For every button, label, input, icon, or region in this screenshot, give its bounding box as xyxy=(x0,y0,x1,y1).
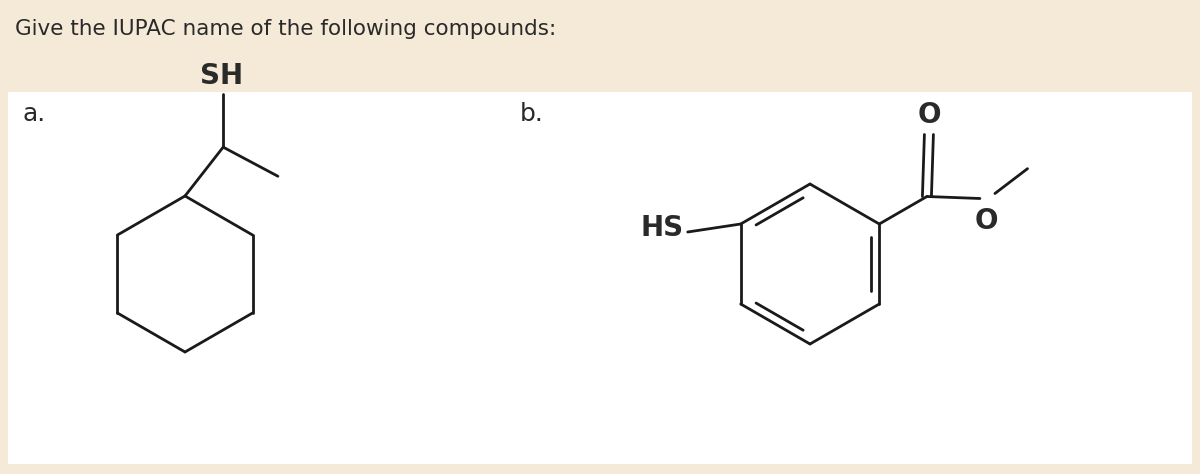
FancyBboxPatch shape xyxy=(8,92,1192,464)
Text: HS: HS xyxy=(641,214,684,242)
Text: Give the IUPAC name of the following compounds:: Give the IUPAC name of the following com… xyxy=(14,19,557,39)
Text: b.: b. xyxy=(520,102,544,126)
Text: O: O xyxy=(917,100,941,128)
Text: a.: a. xyxy=(22,102,46,126)
Text: SH: SH xyxy=(199,63,242,91)
Text: O: O xyxy=(974,207,997,235)
